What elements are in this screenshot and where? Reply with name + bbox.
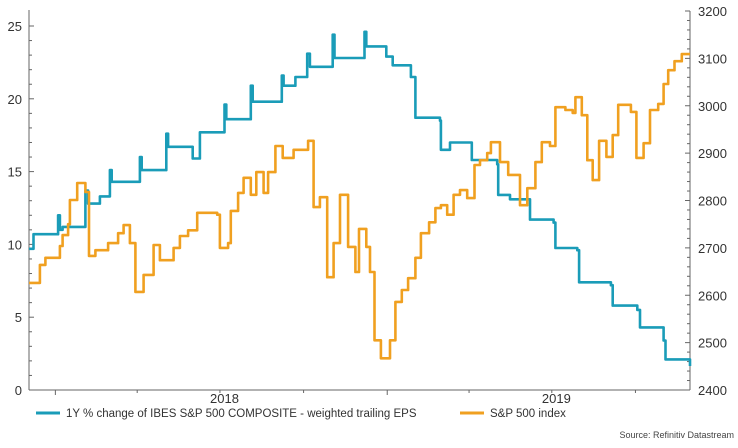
- series-lines: [29, 30, 692, 366]
- legend: 1Y % change of IBES S&P 500 COMPOSITE - …: [36, 408, 566, 420]
- right-axis-tick-label: 2400: [698, 383, 727, 398]
- x-axis-tick-label: 2019: [542, 391, 571, 406]
- left-axis-tick-label: 5: [15, 310, 22, 325]
- x-axis-tick-label: 2018: [210, 391, 239, 406]
- left-axis-tick-label: 0: [15, 383, 22, 398]
- axes: 0 5 10 15 20 25 2400 2500 2600 2700 2800 2900 3000 31…: [8, 4, 727, 406]
- right-axis-tick-label: 2500: [698, 336, 727, 351]
- left-axis-tick-label: 10: [8, 237, 22, 252]
- right-axis-tick-label: 3000: [698, 99, 727, 114]
- right-axis-tick-label: 2800: [698, 194, 727, 209]
- right-axis-tick-label: 2600: [698, 288, 727, 303]
- source-note: Source: Refinitiv Datastream: [619, 430, 734, 440]
- right-axis-tick-label: 2700: [698, 241, 727, 256]
- sp500-index-line: [29, 52, 690, 360]
- left-axis-tick-label: 25: [8, 19, 22, 34]
- left-axis-tick-label: 20: [8, 92, 22, 107]
- left-axis-tick-label: 15: [8, 165, 22, 180]
- right-axis-tick-label: 3100: [698, 51, 727, 66]
- legend-label-eps: 1Y % change of IBES S&P 500 COMPOSITE - …: [66, 408, 417, 420]
- legend-label-sp500: S&P 500 index: [490, 408, 566, 420]
- eps-change-line: [29, 30, 692, 366]
- right-axis-tick-label: 3200: [698, 4, 727, 19]
- right-axis-tick-label: 2900: [698, 146, 727, 161]
